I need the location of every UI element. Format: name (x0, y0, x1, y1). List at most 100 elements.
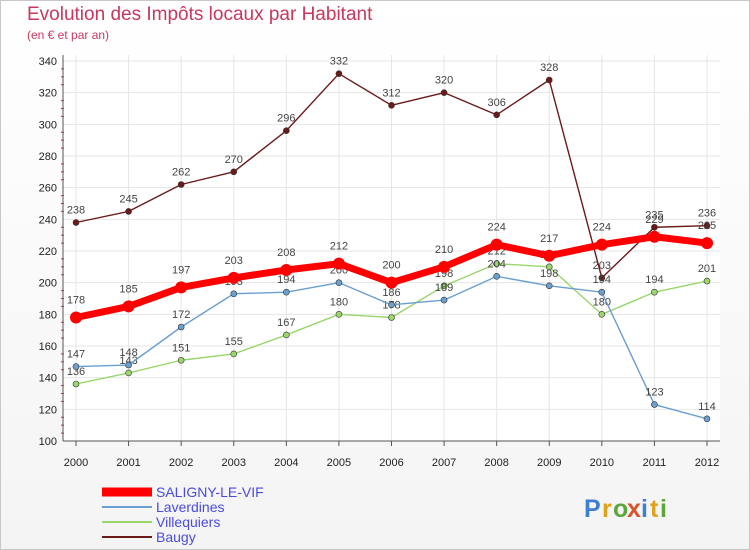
data-point (701, 237, 713, 250)
logo-letter: P (584, 495, 601, 523)
series-baugy: 238 245 262 270 296 332 312 320 306 328 203 235 236 (67, 56, 716, 282)
legend-label: Villequiers (156, 514, 220, 530)
data-point (598, 288, 606, 296)
data-point (72, 380, 80, 388)
data-label: 224 (593, 222, 611, 234)
data-label: 186 (382, 287, 400, 299)
data-point (72, 363, 80, 370)
data-point (388, 102, 395, 109)
logo-letter: i (641, 495, 648, 523)
data-label: 204 (487, 258, 505, 270)
x-tick-label: 2012 (695, 457, 719, 469)
y-tick-label: 340 (39, 56, 57, 68)
data-label: 155 (225, 336, 243, 348)
x-tick-label: 2008 (484, 457, 508, 469)
data-label: 151 (172, 342, 190, 354)
data-label: 143 (119, 355, 137, 367)
data-label: 245 (119, 193, 137, 205)
data-label: 198 (540, 268, 558, 280)
data-label: 197 (172, 264, 190, 276)
data-point (493, 273, 500, 280)
chart-title: Evolution des Impôts locaux par Habitant (27, 4, 373, 25)
data-point (385, 276, 398, 289)
x-tick-label: 2009 (537, 457, 561, 469)
data-point (651, 401, 658, 408)
data-label: 229 (645, 214, 663, 226)
data-label: 194 (645, 274, 663, 286)
data-point (440, 282, 448, 290)
data-label: 200 (382, 260, 400, 272)
logo-letter: i (660, 495, 667, 523)
series-saligny-le-vif: 178 185 197 203 208 212 200 210 224 217 224 229 225 (67, 214, 716, 324)
data-label: 203 (593, 260, 611, 272)
data-label: 172 (172, 309, 190, 321)
data-point (335, 279, 343, 286)
data-point (227, 271, 240, 284)
data-label: 270 (225, 154, 243, 166)
x-tick-label: 2004 (274, 457, 298, 469)
data-point (332, 257, 345, 270)
data-point (335, 311, 343, 318)
data-label: 136 (67, 366, 85, 378)
data-point (440, 296, 448, 304)
data-label: 148 (119, 347, 137, 359)
data-label: 217 (540, 233, 558, 245)
legend-label: SALIGNY-LE-VIF (156, 484, 264, 500)
y-tick-label: 300 (39, 119, 57, 131)
data-point (598, 311, 606, 318)
legend-label: Baugy (156, 529, 196, 545)
data-point (543, 249, 556, 262)
data-label: 189 (435, 282, 453, 294)
y-tick-label: 180 (39, 309, 57, 321)
data-point (125, 208, 132, 215)
data-label: 320 (435, 75, 453, 87)
y-tick-label: 220 (39, 246, 57, 258)
x-tick-label: 2007 (432, 457, 456, 469)
data-label: 224 (487, 222, 505, 234)
data-point (493, 111, 500, 119)
chart-subtitle: (en € et par an) (27, 28, 110, 42)
data-point (703, 277, 711, 285)
data-point (125, 369, 132, 377)
data-point (283, 127, 290, 134)
data-point (122, 300, 135, 313)
data-point (283, 288, 290, 296)
data-label: 203 (225, 255, 243, 267)
data-label: 296 (277, 113, 295, 125)
data-label: 194 (277, 274, 295, 286)
data-point (177, 356, 185, 364)
data-point (703, 222, 711, 229)
data-point (335, 70, 343, 77)
data-point (703, 415, 711, 423)
x-tick-label: 2006 (379, 457, 403, 469)
data-point (598, 274, 606, 282)
x-tick-label: 2005 (327, 457, 351, 469)
data-label: 208 (277, 247, 295, 259)
data-point (595, 238, 608, 251)
data-point (230, 168, 238, 176)
y-tick-label: 280 (39, 151, 57, 163)
data-point (280, 264, 293, 276)
y-tick-label: 120 (39, 404, 57, 416)
data-point (440, 89, 448, 96)
data-label: 210 (435, 244, 453, 256)
y-tick-label: 260 (39, 183, 57, 195)
data-label: 114 (698, 401, 716, 413)
y-tick-label: 320 (39, 88, 57, 100)
data-point (490, 238, 503, 251)
series-laverdines: 147148172193194200186189204198194123114 (67, 258, 716, 423)
logo-letter: r (602, 495, 612, 523)
data-label: 238 (67, 205, 85, 217)
data-point (72, 219, 80, 226)
data-label: 180 (330, 296, 348, 308)
y-tick-label: 160 (39, 341, 57, 353)
data-label: 185 (119, 283, 137, 295)
y-tick-label: 140 (39, 373, 57, 385)
data-label: 332 (330, 56, 348, 68)
data-label: 236 (698, 208, 716, 220)
data-label: 312 (382, 87, 400, 99)
data-point (651, 223, 658, 231)
data-point (651, 288, 658, 296)
